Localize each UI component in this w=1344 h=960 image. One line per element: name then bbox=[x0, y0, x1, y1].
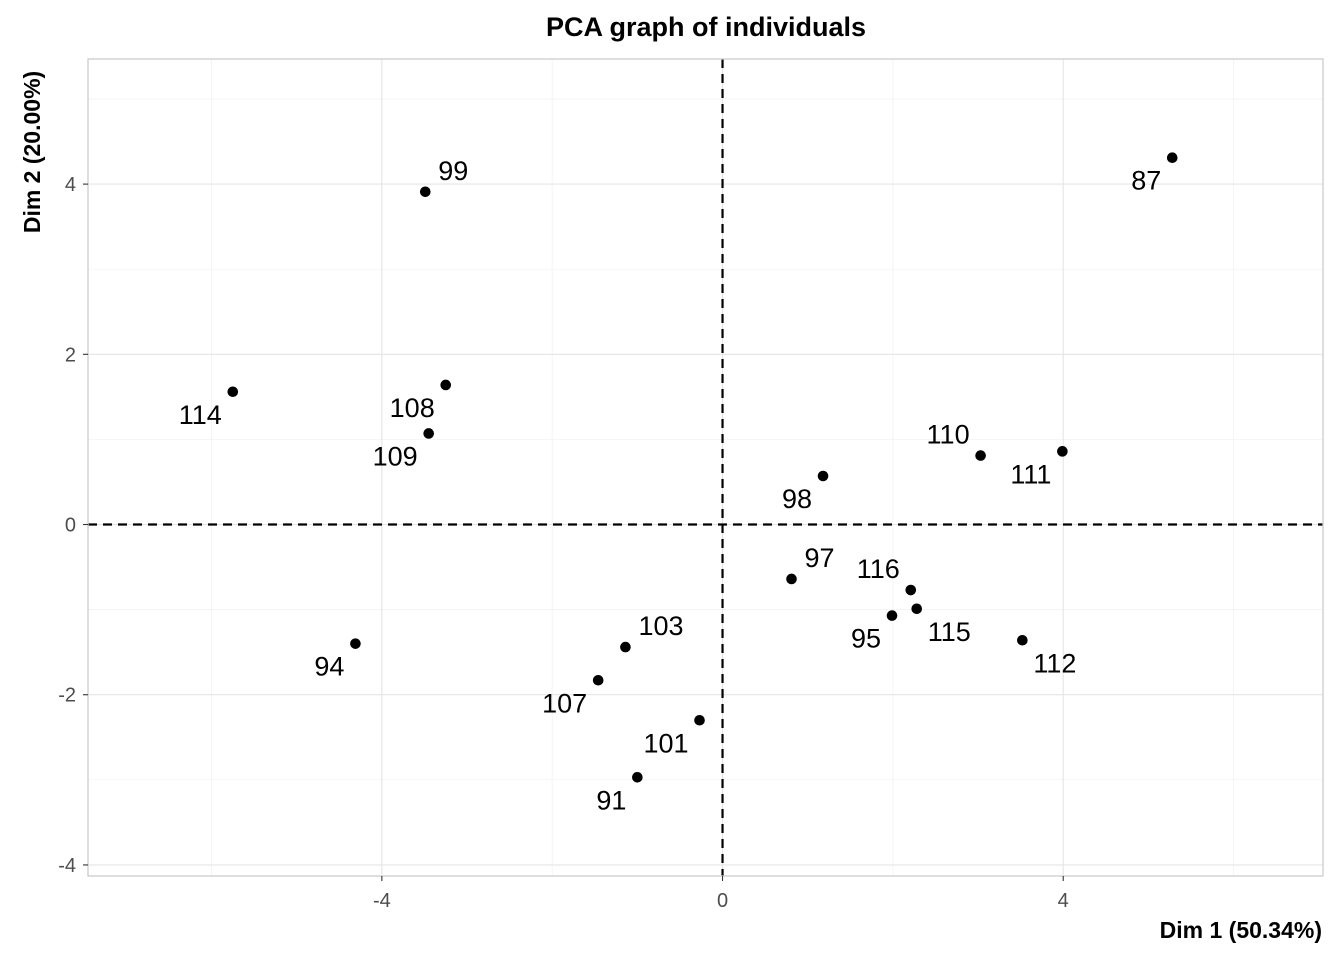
point-label-99: 99 bbox=[438, 156, 468, 186]
y-tick-label: -2 bbox=[58, 685, 76, 707]
y-tick-label: 2 bbox=[65, 344, 76, 366]
y-tick-label: 0 bbox=[65, 515, 76, 537]
point-label-111: 111 bbox=[1010, 459, 1051, 489]
point-label-109: 109 bbox=[373, 441, 418, 471]
axis-ticks: -4 0 4 -4 -2 0 2 4 bbox=[58, 174, 1069, 912]
point-label-97: 97 bbox=[805, 543, 835, 573]
point-label-107: 107 bbox=[542, 688, 587, 718]
reference-lines bbox=[88, 59, 1323, 876]
y-tick-label: -4 bbox=[58, 855, 76, 877]
data-point-87 bbox=[1166, 152, 1178, 164]
point-label-103: 103 bbox=[638, 611, 683, 641]
data-point-109 bbox=[423, 428, 434, 439]
point-label-112: 112 bbox=[1033, 648, 1076, 678]
point-label-110: 110 bbox=[927, 420, 970, 450]
data-point-91 bbox=[632, 771, 643, 783]
point-label-98: 98 bbox=[782, 484, 812, 514]
data-point-112 bbox=[1017, 634, 1028, 646]
point-labels: 87 99 114 108 109 110 111 98 97 116 115 95 112 103 94 1… bbox=[179, 156, 1161, 816]
data-point-101 bbox=[694, 714, 705, 726]
x-tick-label: 4 bbox=[1058, 890, 1069, 912]
data-point-111 bbox=[1057, 446, 1068, 457]
point-label-87: 87 bbox=[1131, 166, 1161, 196]
point-label-114: 114 bbox=[179, 400, 222, 430]
panel-border bbox=[87, 58, 1324, 877]
data-point-94 bbox=[350, 638, 361, 649]
data-point-110 bbox=[975, 450, 986, 461]
data-point-116 bbox=[905, 584, 917, 596]
data-point-107 bbox=[592, 674, 604, 686]
data-point-95 bbox=[886, 610, 898, 621]
data-point-99 bbox=[419, 186, 431, 198]
chart-title: PCA graph of individuals bbox=[546, 12, 866, 42]
data-point-108 bbox=[440, 379, 452, 391]
point-label-95: 95 bbox=[851, 624, 881, 654]
y-tick-label: 4 bbox=[65, 174, 76, 196]
point-label-91: 91 bbox=[596, 785, 626, 815]
data-points bbox=[227, 152, 1178, 783]
point-label-115: 115 bbox=[928, 617, 971, 647]
x-tick-label: 0 bbox=[717, 890, 728, 912]
data-point-97 bbox=[786, 573, 797, 585]
point-label-94: 94 bbox=[314, 652, 344, 682]
data-point-114 bbox=[227, 386, 239, 398]
data-point-98 bbox=[817, 470, 829, 482]
y-axis-title: Dim 2 (20.00%) bbox=[19, 71, 45, 233]
x-axis-title: Dim 1 (50.34%) bbox=[1160, 917, 1322, 943]
point-label-116: 116 bbox=[857, 554, 900, 584]
x-tick-label: -4 bbox=[373, 890, 391, 912]
point-label-101: 101 bbox=[643, 728, 688, 758]
point-label-108: 108 bbox=[390, 393, 435, 423]
data-point-115 bbox=[911, 603, 923, 615]
data-point-103 bbox=[620, 641, 631, 653]
